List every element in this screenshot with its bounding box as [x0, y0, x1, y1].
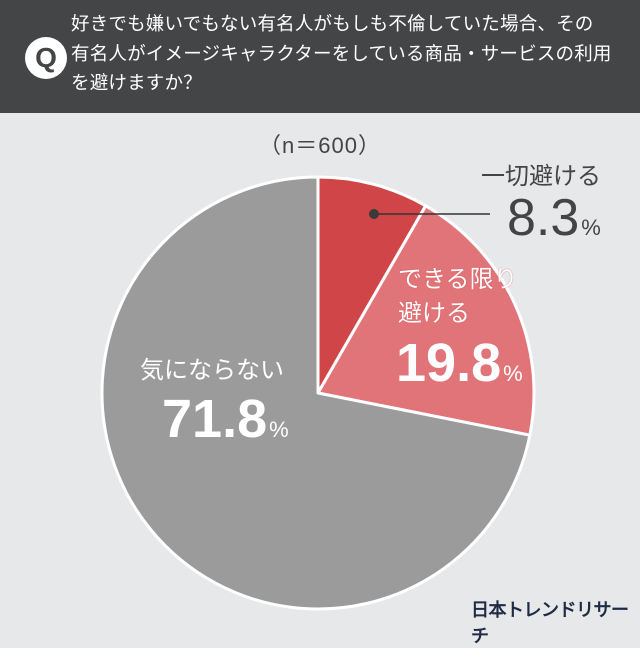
percent-sign: %	[503, 361, 523, 386]
pie-slice-2	[316, 204, 536, 437]
leader-dot	[369, 209, 379, 219]
label-line-2: 避ける	[398, 299, 470, 327]
label-avoid-all-name: 一切避ける	[481, 162, 601, 190]
label-avoid-possible-value: 19.8%	[396, 334, 523, 403]
label-dont-care-name: 気にならない	[140, 356, 284, 384]
question-line-1: 好きでも嫌いでもない有名人がもしも不倫していた場合、その	[71, 14, 594, 35]
value-number: 8.3	[507, 189, 580, 247]
brand-logo: 日本トレンドリサーチ	[471, 600, 629, 647]
sample-size-label: （n＝600）	[259, 133, 381, 158]
pie-slice-3	[100, 175, 532, 611]
percent-sign: %	[269, 417, 289, 442]
question-header: Q 好きでも嫌いでもない有名人がもしも不倫していた場合、その 有名人がイメージキ…	[0, 0, 640, 113]
pie-slices	[100, 175, 536, 611]
percent-sign: %	[581, 215, 601, 240]
value-number: 71.8	[162, 389, 268, 449]
question-text: 好きでも嫌いでもない有名人がもしも不倫していた場合、その 有名人がイメージキャラ…	[71, 10, 631, 99]
label-avoid-possible-name: できる限り 避ける	[398, 262, 518, 330]
question-line-2: 有名人がイメージキャラクターをしている商品・サービスの利用	[71, 43, 612, 65]
label-dont-care-value: 71.8%	[162, 390, 289, 459]
label-avoid-all-value: 8.3%	[507, 190, 601, 256]
question-line-3: を避けますか？	[71, 73, 202, 94]
q-badge-icon: Q	[25, 37, 67, 79]
value-number: 19.8	[396, 333, 502, 393]
label-line-1: できる限り	[398, 265, 518, 293]
pie-slice-1	[316, 175, 428, 395]
